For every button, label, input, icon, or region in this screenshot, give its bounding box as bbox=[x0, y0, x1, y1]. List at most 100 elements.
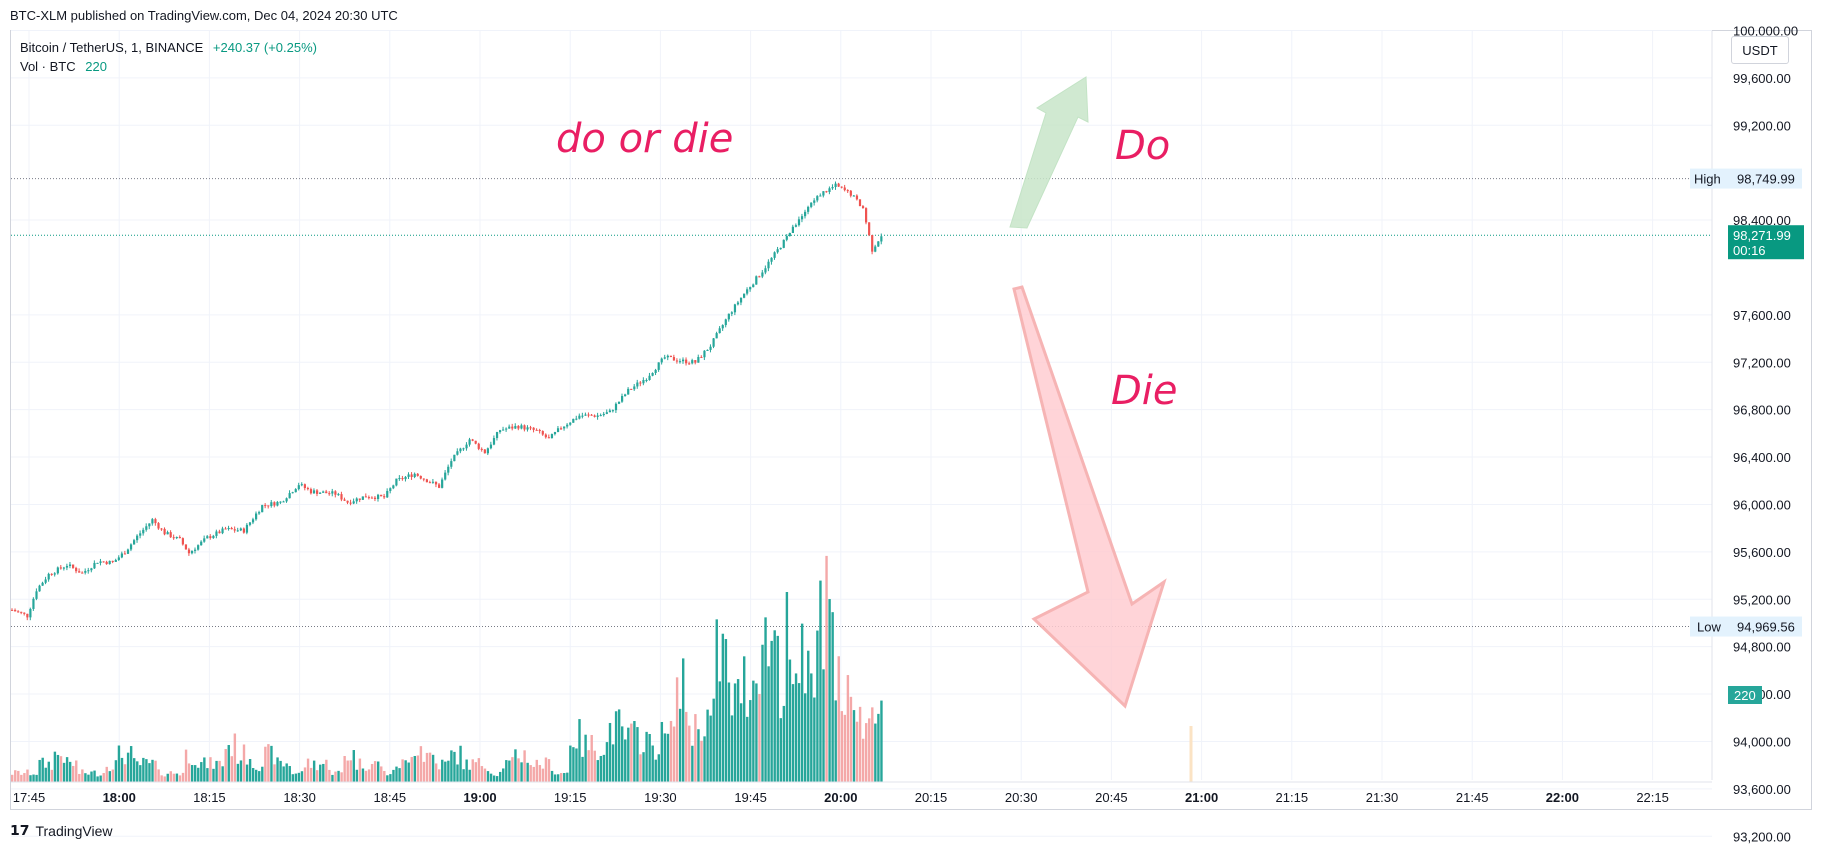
volume-bar bbox=[200, 762, 203, 782]
volume-bar bbox=[669, 720, 673, 782]
volume-bar bbox=[248, 759, 252, 782]
candle-body bbox=[627, 388, 630, 395]
volume-bar bbox=[117, 745, 121, 782]
candle-body bbox=[688, 363, 691, 365]
last-price-value: 98,271.99 bbox=[1733, 228, 1791, 243]
volume-bar bbox=[230, 756, 233, 782]
volume-bar bbox=[703, 736, 706, 782]
volume-bar bbox=[678, 708, 682, 782]
candle-body bbox=[410, 474, 413, 477]
volume-bar bbox=[700, 740, 703, 782]
candle-body bbox=[736, 302, 740, 305]
volume-bar bbox=[627, 727, 630, 782]
volume-bar bbox=[434, 763, 438, 782]
candle-body bbox=[142, 529, 145, 534]
volume-bar bbox=[508, 760, 511, 782]
volume-bar bbox=[358, 758, 362, 782]
tradingview-logo-icon[interactable]: 𝟭𝟳 bbox=[10, 822, 30, 838]
candle-body bbox=[636, 382, 639, 387]
candle-body bbox=[492, 438, 496, 445]
volume-bar bbox=[151, 759, 154, 782]
candle-body bbox=[242, 528, 245, 533]
volume-bar bbox=[590, 734, 593, 782]
price-change: +240.37 (+0.25%) bbox=[212, 40, 317, 55]
candle-body bbox=[14, 609, 17, 612]
volume-bar bbox=[852, 710, 856, 782]
volume-bar bbox=[282, 766, 285, 782]
candle-body bbox=[532, 427, 535, 430]
volume-bar bbox=[682, 658, 685, 782]
candle-body bbox=[526, 427, 529, 430]
candle-body bbox=[657, 362, 660, 370]
volume-bar bbox=[227, 745, 230, 782]
volume-bar bbox=[441, 759, 444, 782]
candle-body bbox=[233, 529, 236, 531]
symbol-name[interactable]: Bitcoin / TetherUS, 1, BINANCE bbox=[20, 40, 204, 55]
candle-body bbox=[669, 355, 672, 358]
y-tick-label: 98,400.00 bbox=[1733, 213, 1791, 228]
volume-bar bbox=[752, 680, 755, 782]
volume-bar bbox=[438, 769, 441, 782]
x-tick-label: 19:30 bbox=[644, 790, 677, 805]
volume-bar bbox=[739, 703, 743, 782]
candle-body bbox=[352, 501, 355, 504]
candle-body bbox=[166, 532, 169, 535]
low-tag-label: Low bbox=[1697, 620, 1721, 635]
volume-bar bbox=[788, 659, 792, 782]
x-tick-label: 17:45 bbox=[13, 790, 46, 805]
candle-body bbox=[541, 431, 544, 435]
candle-body bbox=[694, 360, 697, 363]
candle-body bbox=[72, 564, 75, 568]
volume-bar bbox=[749, 700, 752, 782]
volume-bar bbox=[102, 773, 105, 782]
volume-bar bbox=[59, 756, 63, 782]
volume-bar bbox=[779, 718, 782, 782]
candle-body bbox=[163, 528, 166, 535]
candle-body bbox=[764, 268, 767, 273]
brand-label[interactable]: TradingView bbox=[35, 822, 113, 839]
candle-body bbox=[200, 541, 203, 546]
currency-button[interactable]: USDT bbox=[1731, 36, 1789, 64]
volume-bar bbox=[72, 765, 75, 782]
y-tick-label: 94,800.00 bbox=[1733, 640, 1791, 655]
volume-bar bbox=[477, 758, 481, 782]
volume-bar bbox=[480, 766, 484, 782]
candle-body bbox=[53, 573, 56, 575]
volume-bar bbox=[367, 769, 371, 782]
candle-body bbox=[139, 533, 142, 536]
x-tick-label: 20:30 bbox=[1005, 790, 1038, 805]
candle-body bbox=[483, 449, 486, 454]
candle-body bbox=[328, 493, 331, 495]
candle-body bbox=[468, 439, 471, 445]
candle-body bbox=[703, 350, 706, 358]
volume-bar bbox=[419, 746, 423, 782]
x-tick-label: 20:45 bbox=[1095, 790, 1128, 805]
volume-bar bbox=[758, 694, 761, 782]
volume-bar bbox=[761, 644, 764, 782]
volume-bar bbox=[560, 773, 563, 782]
candle-body bbox=[855, 195, 859, 200]
high-tag-value: 98,749.99 bbox=[1737, 172, 1795, 187]
candle-body bbox=[599, 415, 602, 417]
volume-bar bbox=[383, 770, 386, 782]
volume-bar bbox=[538, 765, 542, 782]
volume-bar bbox=[459, 745, 462, 782]
volume-bar bbox=[614, 711, 618, 782]
candle-body bbox=[608, 410, 611, 413]
candle-body bbox=[389, 488, 392, 491]
volume-bar bbox=[645, 731, 648, 782]
volume-label[interactable]: Vol · BTC bbox=[20, 59, 76, 74]
candle-body bbox=[78, 571, 81, 573]
publish-info: BTC-XLM published on TradingView.com, De… bbox=[10, 8, 398, 23]
y-tick-label: 93,600.00 bbox=[1733, 782, 1791, 797]
candle-body bbox=[65, 565, 69, 568]
candle-body bbox=[800, 216, 804, 220]
candle-body bbox=[624, 394, 627, 397]
x-tick-label: 20:15 bbox=[915, 790, 948, 805]
candle-body bbox=[346, 500, 349, 503]
candle-body bbox=[813, 200, 816, 203]
candle-body bbox=[578, 415, 581, 419]
candle-body bbox=[136, 535, 139, 541]
candle-body bbox=[822, 191, 825, 196]
